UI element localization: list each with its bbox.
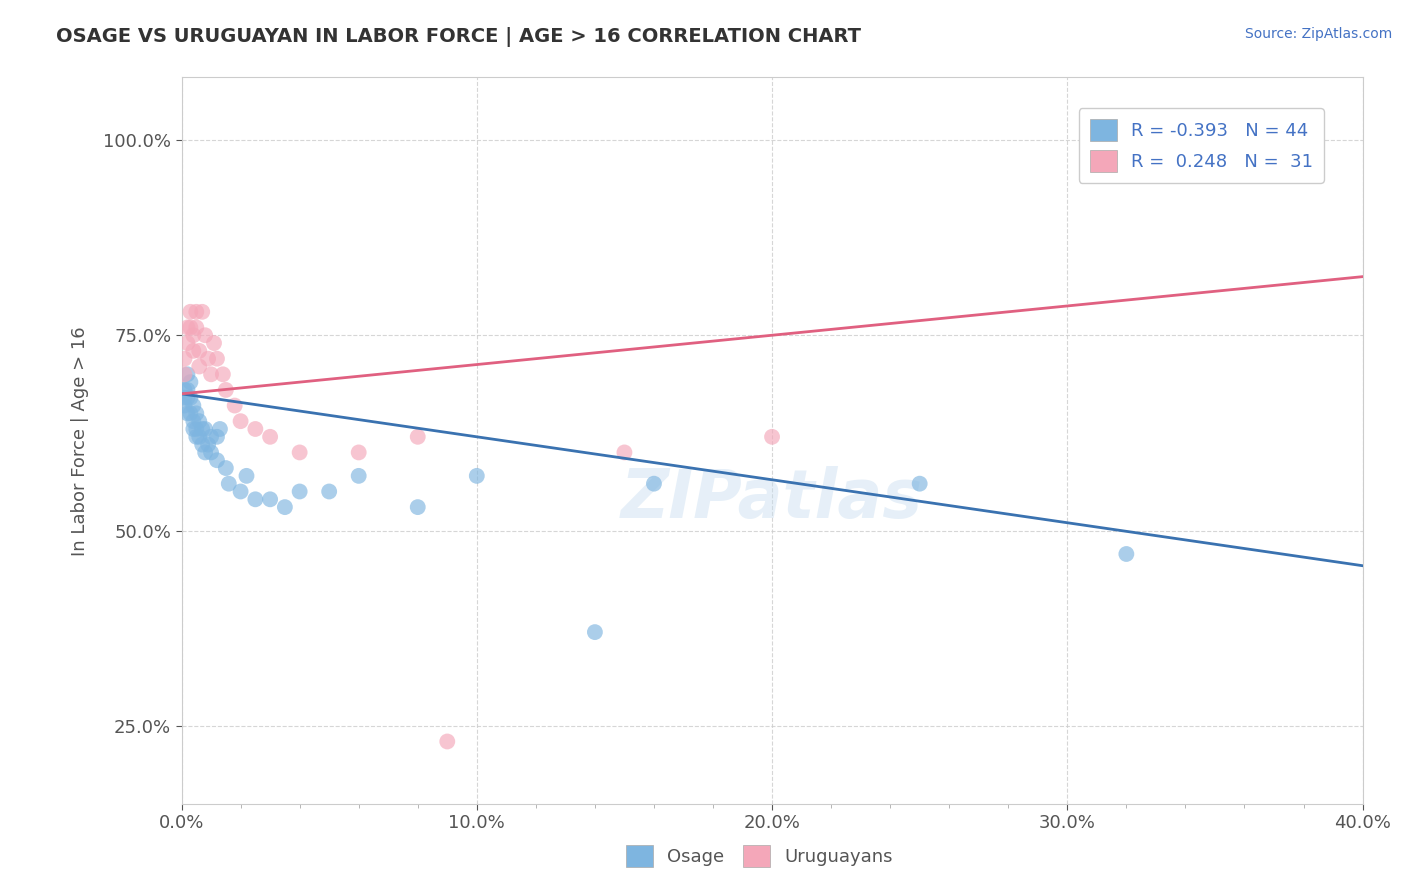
Point	[179, 406, 201, 420]
Point	[173, 351, 195, 366]
Point	[200, 430, 222, 444]
Point	[235, 468, 257, 483]
Point	[259, 430, 281, 444]
Point	[406, 500, 429, 515]
Point	[186, 305, 208, 319]
Point	[176, 383, 198, 397]
Point	[176, 320, 198, 334]
Text: ZIPatlas: ZIPatlas	[621, 466, 924, 532]
Point	[288, 445, 311, 459]
Point	[183, 399, 205, 413]
Point	[436, 734, 458, 748]
Point	[583, 625, 606, 640]
Point	[205, 351, 228, 366]
Y-axis label: In Labor Force | Age > 16: In Labor Force | Age > 16	[72, 326, 89, 556]
Point	[208, 422, 231, 436]
Point	[613, 445, 636, 459]
Point	[194, 422, 217, 436]
Point	[186, 406, 208, 420]
Point	[200, 368, 222, 382]
Point	[215, 383, 238, 397]
Point	[318, 484, 340, 499]
Point	[212, 368, 235, 382]
Point	[908, 476, 931, 491]
Legend: R = -0.393   N = 44, R =  0.248   N =  31: R = -0.393 N = 44, R = 0.248 N = 31	[1078, 108, 1324, 183]
Point	[179, 375, 201, 389]
Point	[224, 399, 246, 413]
Point	[188, 414, 211, 428]
Point	[179, 391, 201, 405]
Point	[347, 445, 370, 459]
Point	[194, 328, 217, 343]
Point	[1115, 547, 1137, 561]
Point	[183, 328, 205, 343]
Point	[245, 422, 267, 436]
Point	[1263, 133, 1285, 147]
Point	[229, 484, 252, 499]
Point	[176, 336, 198, 351]
Point	[197, 437, 219, 451]
Point	[205, 453, 228, 467]
Point	[406, 430, 429, 444]
Point	[191, 422, 214, 436]
Point	[186, 430, 208, 444]
Point	[173, 383, 195, 397]
Point	[259, 492, 281, 507]
Point	[288, 484, 311, 499]
Point	[176, 391, 198, 405]
Point	[229, 414, 252, 428]
Point	[197, 351, 219, 366]
Point	[245, 492, 267, 507]
Point	[200, 445, 222, 459]
Point	[183, 343, 205, 358]
Point	[179, 320, 201, 334]
Text: Source: ZipAtlas.com: Source: ZipAtlas.com	[1244, 27, 1392, 41]
Point	[183, 414, 205, 428]
Point	[176, 368, 198, 382]
Point	[347, 468, 370, 483]
Point	[218, 476, 240, 491]
Point	[191, 305, 214, 319]
Point	[186, 320, 208, 334]
Point	[188, 343, 211, 358]
Point	[274, 500, 297, 515]
Point	[173, 399, 195, 413]
Point	[186, 422, 208, 436]
Point	[643, 476, 665, 491]
Point	[183, 422, 205, 436]
Point	[202, 336, 225, 351]
Legend: Osage, Uruguayans: Osage, Uruguayans	[619, 838, 900, 874]
Text: OSAGE VS URUGUAYAN IN LABOR FORCE | AGE > 16 CORRELATION CHART: OSAGE VS URUGUAYAN IN LABOR FORCE | AGE …	[56, 27, 862, 46]
Point	[188, 359, 211, 374]
Point	[191, 437, 214, 451]
Point	[173, 391, 195, 405]
Point	[194, 445, 217, 459]
Point	[176, 406, 198, 420]
Point	[188, 430, 211, 444]
Point	[173, 368, 195, 382]
Point	[179, 305, 201, 319]
Point	[205, 430, 228, 444]
Point	[465, 468, 488, 483]
Point	[761, 430, 783, 444]
Point	[215, 461, 238, 475]
